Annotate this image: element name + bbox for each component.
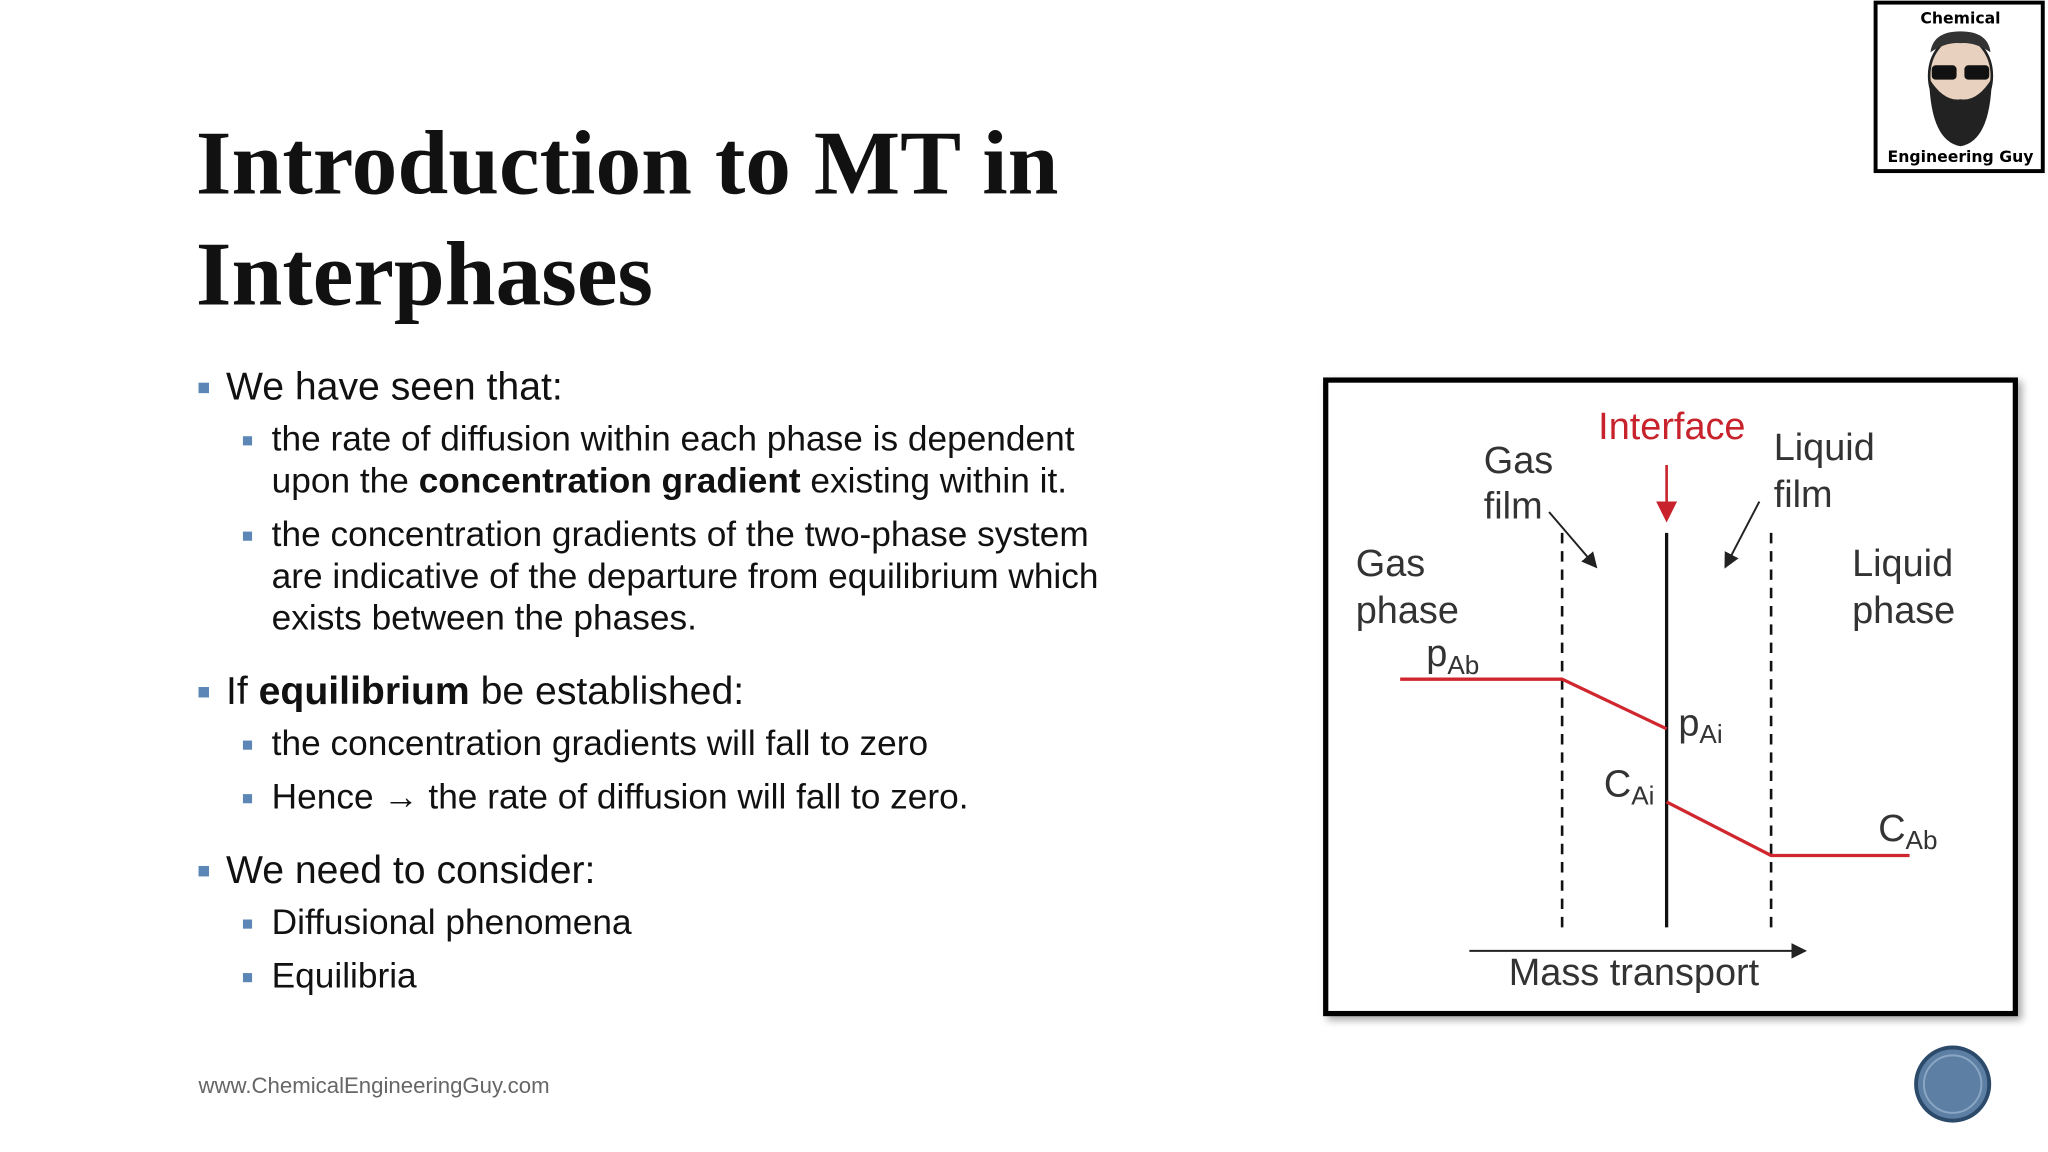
liquid-film-label: Liquid xyxy=(1774,427,1875,469)
bullet-text: We have seen that: xyxy=(226,366,563,409)
footer-url: www.ChemicalEngineeringGuy.com xyxy=(198,1073,550,1098)
bullet-marker xyxy=(198,382,209,394)
bold-text: concentration gradient xyxy=(419,461,801,500)
c-ab-label: CAb xyxy=(1878,808,1937,855)
gas-film-label: film xyxy=(1484,486,1543,528)
text-run: existing within it. xyxy=(801,461,1067,500)
symbol: p xyxy=(1426,633,1447,675)
logo-text: Engineering Guy xyxy=(1888,147,2034,166)
bullet-marker xyxy=(198,865,209,877)
liquid-film-arrow xyxy=(1724,501,1761,569)
sub-bullet-marker xyxy=(242,973,253,983)
bullet-text: Equilibria xyxy=(272,956,417,995)
bullet-marker xyxy=(198,687,209,698)
sub-bullet-marker xyxy=(242,436,253,446)
sub-bullet-marker xyxy=(242,919,253,929)
nav-badge xyxy=(1914,1045,1992,1123)
subscript: Ab xyxy=(1906,825,1938,855)
sub-bullet-marker xyxy=(242,794,253,804)
logo-glasses xyxy=(1964,65,1990,80)
liquid-phase-label: phase xyxy=(1852,590,1955,632)
logo-glasses xyxy=(1931,65,1957,80)
gas-film-label: Gas xyxy=(1484,440,1553,482)
text-run: Diffusional phenomena xyxy=(272,903,632,942)
gas-film-arrow xyxy=(1548,511,1598,569)
text-run: Hence → the rate of diffusion will fall … xyxy=(272,777,969,816)
liquid-film-label: film xyxy=(1774,474,1833,516)
bold-text: equilibrium xyxy=(259,670,470,713)
text-run: are indicative of the departure from equ… xyxy=(272,557,1099,596)
symbol: C xyxy=(1878,808,1905,850)
bullet-text: Hence → the rate of diffusion will fall … xyxy=(272,777,969,816)
bullet-text: If equilibrium be established: xyxy=(226,670,744,713)
sub-bullet-marker xyxy=(242,740,253,750)
logo-text: Chemical xyxy=(1920,9,2000,28)
text-run: exists between the phases. xyxy=(272,599,697,638)
diagram-frame xyxy=(1323,377,2018,1017)
gas-phase-label: phase xyxy=(1356,590,1459,632)
liquid-profile xyxy=(1665,800,1910,858)
p-ab-label: pAb xyxy=(1426,633,1479,680)
text-run: We have seen that: xyxy=(226,366,563,409)
text-run: We need to consider: xyxy=(226,849,595,892)
axis-label: Mass transport xyxy=(1509,952,1760,994)
p-ai-label: pAi xyxy=(1678,702,1722,749)
bullet-text: the concentration gradients of the two-p… xyxy=(272,515,1089,554)
nav-badge-ring xyxy=(1922,1054,1983,1114)
title-line: Introduction to MT in xyxy=(196,112,1059,213)
c-ai-label: CAi xyxy=(1604,764,1655,811)
interface-label: Interface xyxy=(1598,406,1745,448)
text-run: If xyxy=(226,670,259,713)
text-run: the concentration gradients will fall to… xyxy=(272,724,928,763)
bullet-text: the rate of diffusion within each phase … xyxy=(272,420,1075,459)
liquid-phase-label: Liquid xyxy=(1852,543,1953,585)
logo-hair xyxy=(1930,31,1991,53)
sub-bullet-marker xyxy=(242,531,253,541)
diagram: Interface Gas film Liquid film Gas phase… xyxy=(1323,377,2018,1017)
text-run: upon the xyxy=(272,461,419,500)
logo: Chemical Engineering Guy xyxy=(1873,0,2045,174)
bullet-text: exists between the phases. xyxy=(272,599,697,638)
bullet-text: We need to consider: xyxy=(226,849,595,892)
bullet-text: Diffusional phenomena xyxy=(272,903,632,942)
bullet-list: We have seen that: the rate of diffusion … xyxy=(198,366,1099,995)
logo-beard xyxy=(1929,78,1992,147)
title-line: Interphases xyxy=(196,223,653,324)
text-run: Equilibria xyxy=(272,956,417,995)
text-run: be established: xyxy=(470,670,744,713)
bullet-text: upon the concentration gradient existing… xyxy=(272,461,1067,500)
subscript: Ai xyxy=(1631,781,1654,811)
gas-phase-label: Gas xyxy=(1356,543,1425,585)
text-run: the rate of diffusion within each phase … xyxy=(272,420,1075,459)
bullet-text: the concentration gradients will fall to… xyxy=(272,724,928,763)
subscript: Ab xyxy=(1447,650,1479,680)
symbol: C xyxy=(1604,764,1631,806)
subscript: Ai xyxy=(1699,719,1722,749)
bullet-text: are indicative of the departure from equ… xyxy=(272,557,1099,596)
symbol: p xyxy=(1678,702,1699,744)
gas-profile xyxy=(1400,677,1668,731)
text-run: the concentration gradients of the two-p… xyxy=(272,515,1089,554)
